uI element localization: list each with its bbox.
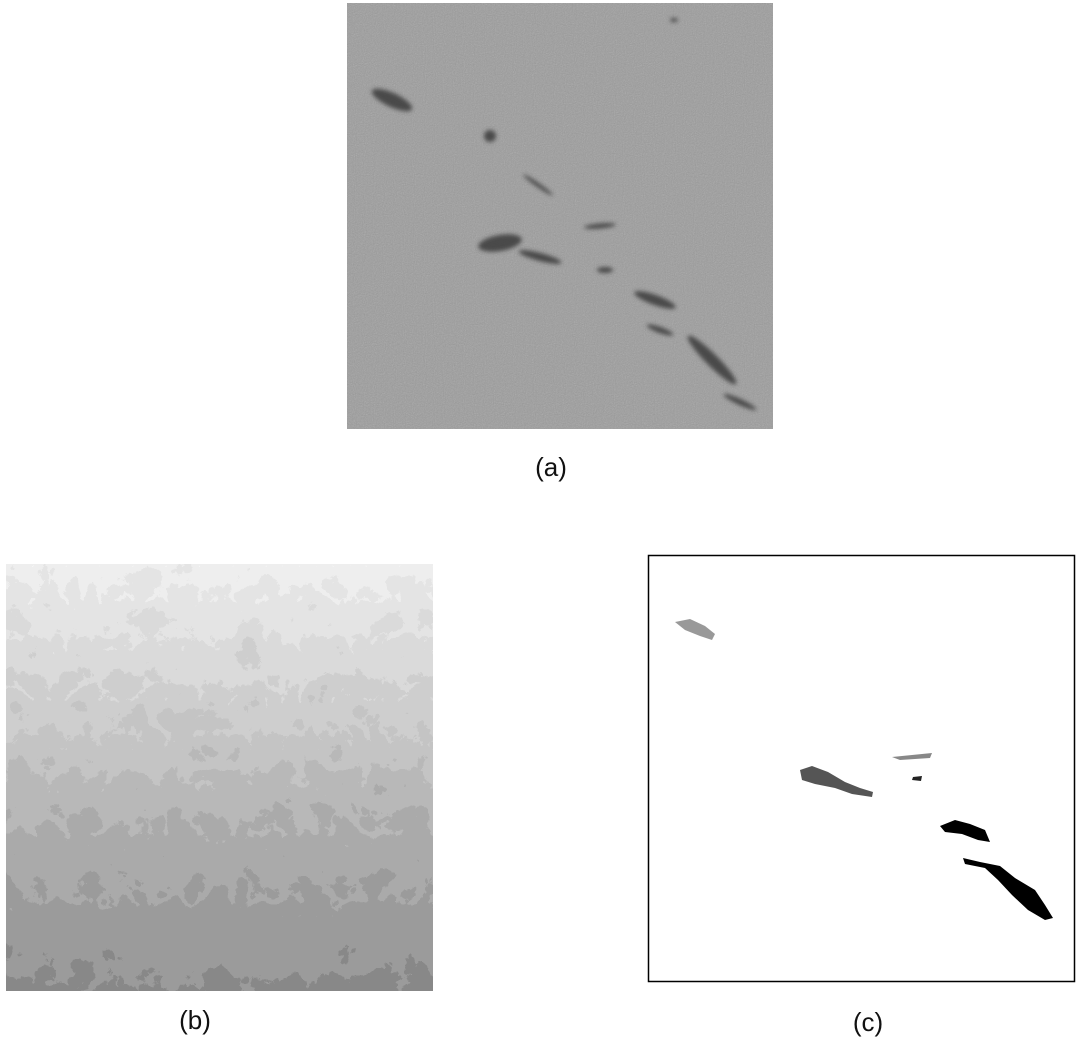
image-b: [6, 564, 433, 991]
image-a: [347, 3, 773, 429]
caption-a: (a): [535, 452, 567, 482]
caption-b: (b): [179, 1005, 211, 1035]
caption-c: (c): [853, 1007, 883, 1037]
image-c: [647, 554, 1076, 983]
